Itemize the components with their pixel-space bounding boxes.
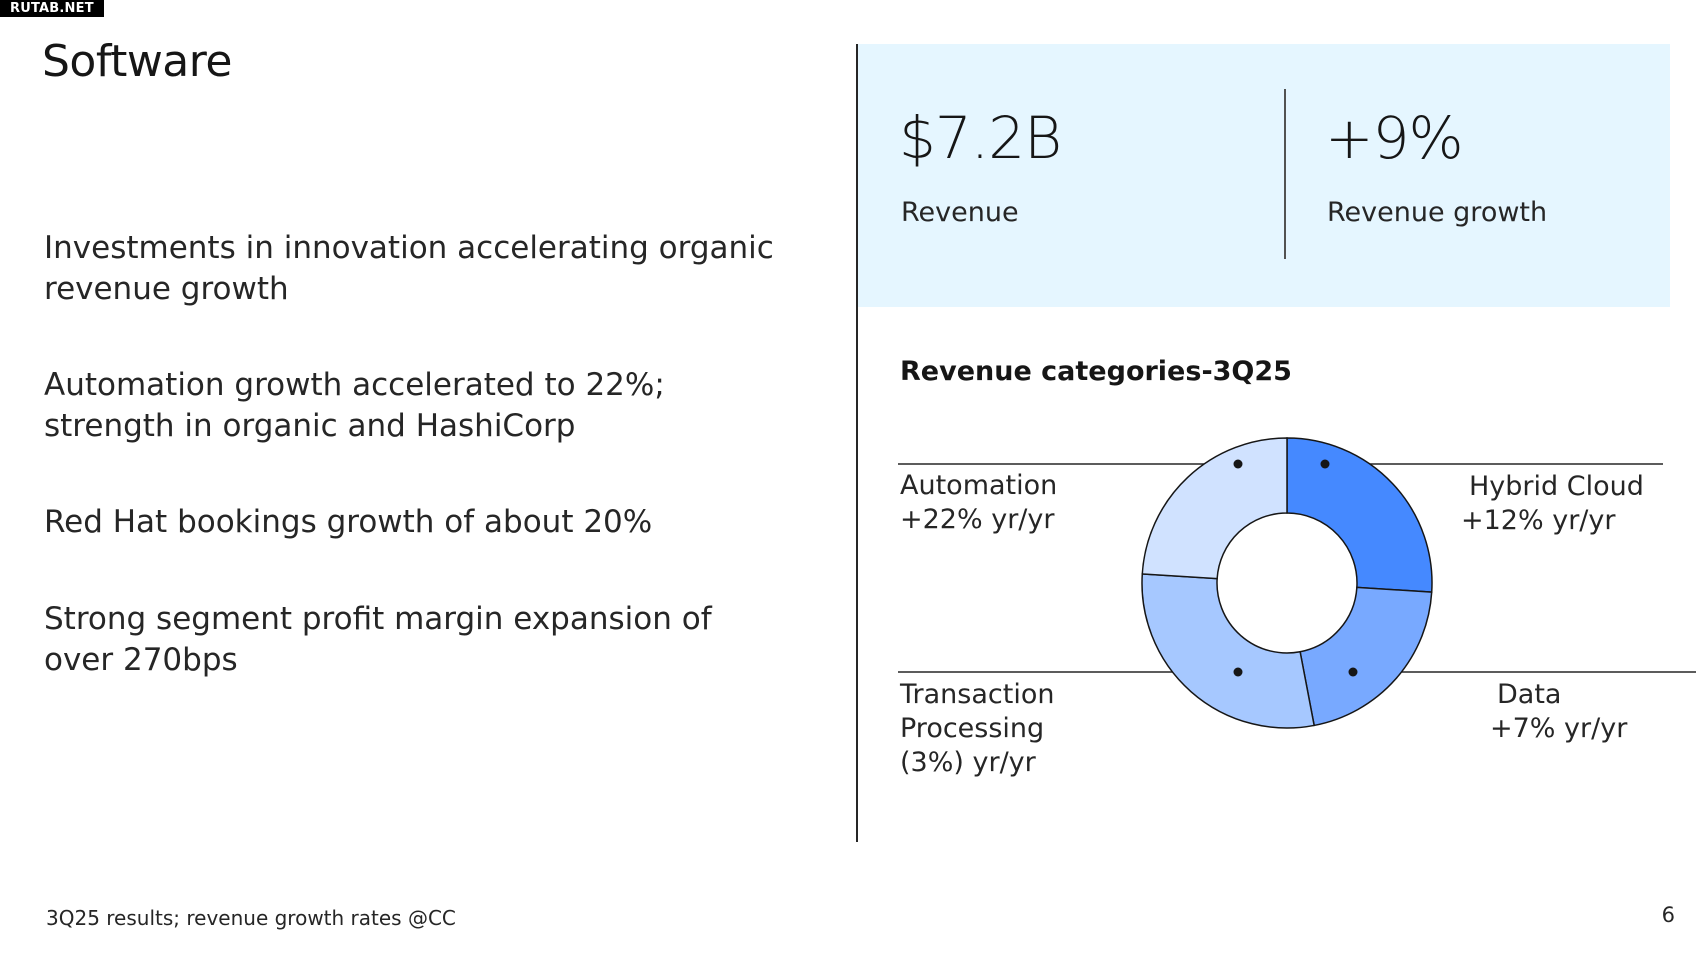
- kpi-panel: $7.2B Revenue +9% Revenue growth: [858, 44, 1670, 307]
- bullet-item: Strong segment profit margin expansion o…: [44, 601, 712, 678]
- chart-title: Revenue categories-3Q25: [900, 356, 1292, 387]
- leader-dot-automation: [1233, 459, 1243, 469]
- donut-chart: [898, 437, 1696, 729]
- kpi-divider: [1284, 89, 1286, 259]
- page-number: 6: [1661, 903, 1675, 927]
- watermark-logo: RUTAB.NET: [0, 0, 104, 17]
- automation-label: Automation +22% yr/yr: [900, 469, 1057, 537]
- hybrid-cloud-label: Hybrid Cloud +12% yr/yr: [1461, 470, 1644, 538]
- leader-dot-data: [1348, 667, 1358, 677]
- bullet-item: Red Hat bookings growth of about 20%: [44, 504, 653, 540]
- slide-title: Software: [42, 36, 232, 87]
- transaction-name-line2: Processing: [900, 713, 1045, 744]
- transaction-name-line1: Transaction: [900, 679, 1055, 710]
- growth-label: Revenue growth: [1327, 197, 1548, 228]
- leader-dot-hybrid-cloud: [1320, 459, 1330, 469]
- transaction-processing-label: Transaction Processing (3%) yr/yr: [900, 678, 1054, 780]
- automation-growth: +22% yr/yr: [900, 504, 1055, 535]
- donut-slice-hybrid-cloud: [1286, 437, 1433, 593]
- hybrid-cloud-name: Hybrid Cloud: [1469, 471, 1644, 502]
- data-label: Data +7% yr/yr: [1490, 678, 1627, 746]
- vertical-divider: [856, 44, 858, 842]
- donut-slice-transaction-processing: [1141, 573, 1316, 729]
- bullet-item: Investments in innovation accelerating o…: [44, 230, 774, 307]
- data-name: Data: [1497, 679, 1562, 710]
- donut-slice-automation: [1141, 437, 1288, 580]
- donut-slice-data: [1299, 586, 1433, 727]
- bullet-item: Automation growth accelerated to 22%; st…: [44, 367, 665, 444]
- footnote: 3Q25 results; revenue growth rates @CC: [46, 906, 456, 930]
- leader-dot-transaction: [1233, 667, 1243, 677]
- transaction-growth: (3%) yr/yr: [900, 747, 1036, 778]
- revenue-value: $7.2B: [899, 104, 1062, 172]
- data-growth: +7% yr/yr: [1490, 713, 1628, 744]
- hybrid-cloud-growth: +12% yr/yr: [1461, 505, 1616, 536]
- revenue-label: Revenue: [901, 197, 1019, 228]
- automation-name: Automation: [900, 470, 1058, 501]
- donut-slices: [1141, 437, 1433, 729]
- growth-value: +9%: [1325, 104, 1464, 172]
